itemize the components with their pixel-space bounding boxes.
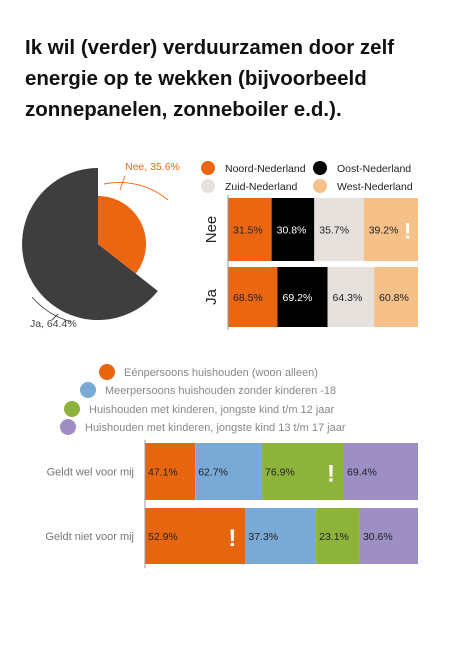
bar-segment-household xyxy=(145,443,196,500)
legend-dot-household xyxy=(80,382,96,398)
bar-segment-region xyxy=(271,198,315,261)
value-label-household: 76.9% xyxy=(265,467,295,479)
legend-dot-household xyxy=(99,364,115,380)
legend-label-household: Eénpersoons huishouden (woon alleen) xyxy=(124,367,318,379)
value-label-region: 64.3% xyxy=(333,292,363,304)
value-label-region: 35.7% xyxy=(319,225,349,237)
value-label-region: 68.5% xyxy=(233,292,263,304)
value-label-region: 31.5% xyxy=(233,225,263,237)
legend-dot-household xyxy=(60,419,76,435)
flag-mark: ! xyxy=(228,525,236,552)
category-label-household: Geldt wel voor mij xyxy=(47,467,134,479)
value-label-region: 30.8% xyxy=(277,225,307,237)
pie-callout-arc-nee xyxy=(103,181,169,201)
category-label-household: Geldt niet voor mij xyxy=(45,531,134,543)
legend-label-region: Noord-Nederland xyxy=(225,163,306,175)
legend-dot-region xyxy=(201,179,215,193)
bar-segment-region xyxy=(374,267,418,327)
category-label-region: Ja xyxy=(203,288,220,305)
bar-segment-region xyxy=(327,267,375,327)
value-label-region: 69.2% xyxy=(283,292,313,304)
bar-segment-region xyxy=(228,198,272,261)
value-label-household: 37.3% xyxy=(248,531,278,543)
legend-label-household: Huishouden met kinderen, jongste kind t/… xyxy=(89,404,335,416)
value-label-household: 52.9% xyxy=(148,531,178,543)
flag-mark: ! xyxy=(404,219,411,244)
bar-segment-household xyxy=(316,508,360,564)
value-label-region: 60.8% xyxy=(379,292,409,304)
legend-dot-region xyxy=(313,161,327,175)
pie-leader-ja xyxy=(51,313,59,321)
bar-segment-household xyxy=(344,443,418,500)
value-label-household: 23.1% xyxy=(319,531,349,543)
value-label-region: 39.2% xyxy=(369,225,399,237)
bar-segment-household xyxy=(195,443,263,500)
legend-dot-region xyxy=(313,179,327,193)
pie-label-ja: Ja, 64.4% xyxy=(30,318,77,330)
bar-segment-region xyxy=(314,198,364,261)
pie-leader-nee xyxy=(119,175,126,191)
value-label-household: 62.7% xyxy=(198,467,228,479)
legend-label-region: West-Nederland xyxy=(337,181,413,193)
legend-dot-region xyxy=(201,161,215,175)
pie-slice-nee xyxy=(98,196,146,274)
value-label-household: 30.6% xyxy=(363,531,393,543)
pie-slice-ja xyxy=(22,168,158,320)
flag-mark: ! xyxy=(327,461,335,488)
legend-dot-household xyxy=(64,401,80,417)
bar-segment-household xyxy=(359,508,418,564)
category-label-region: Nee xyxy=(203,216,220,244)
page-title: Ik wil (verder) verduurzamen door zelf e… xyxy=(25,36,395,121)
bar-segment-region xyxy=(228,267,278,327)
bar-segment-region xyxy=(277,267,328,327)
bar-segment-household xyxy=(145,508,246,564)
bar-segment-household xyxy=(262,443,345,500)
legend-label-household: Meerpersoons huishouden zonder kinderen … xyxy=(105,385,336,397)
value-label-household: 47.1% xyxy=(148,467,178,479)
bar-segment-household xyxy=(245,508,317,564)
bar-segment-region xyxy=(363,198,418,261)
pie-label-nee: Nee, 35.6% xyxy=(125,161,180,173)
legend-label-region: Oost-Nederland xyxy=(337,163,411,175)
legend-label-region: Zuid-Nederland xyxy=(225,181,298,193)
value-label-household: 69.4% xyxy=(347,467,377,479)
legend-label-household: Huishouden met kinderen, jongste kind 13… xyxy=(85,422,346,434)
pie-callout-arc-ja xyxy=(31,296,73,323)
